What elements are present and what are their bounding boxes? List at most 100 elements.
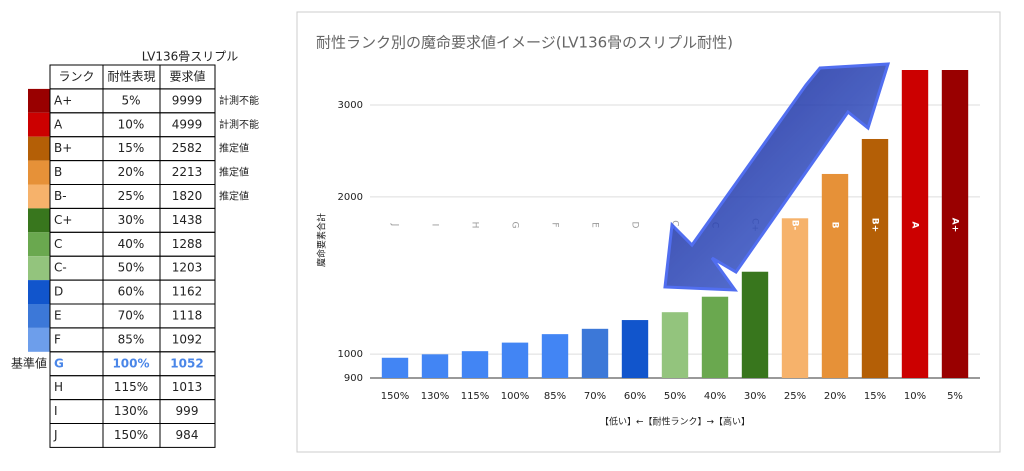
bar bbox=[381, 357, 409, 378]
bar bbox=[421, 354, 449, 378]
x-tick-label: 60% bbox=[624, 391, 646, 402]
bar bbox=[461, 351, 489, 378]
rank-label: I bbox=[430, 224, 440, 227]
resistance: 20% bbox=[118, 165, 145, 179]
rank-label: G bbox=[510, 222, 520, 229]
rank: G bbox=[54, 356, 64, 370]
resistance: 70% bbox=[118, 308, 145, 322]
header-text: 耐性表現 bbox=[107, 69, 155, 83]
rank: C+ bbox=[54, 213, 72, 227]
rank: J bbox=[53, 428, 58, 442]
bar bbox=[501, 342, 529, 378]
rank-label: A bbox=[910, 222, 920, 229]
x-tick-label: 100% bbox=[501, 391, 530, 402]
x-tick-label: 85% bbox=[544, 391, 566, 402]
required-value: 1820 bbox=[172, 189, 203, 203]
required-value: 1288 bbox=[172, 237, 203, 251]
rank: B+ bbox=[54, 141, 72, 155]
note: 推定値 bbox=[219, 142, 249, 155]
y-axis-label: 魔命要素合計 bbox=[316, 213, 328, 267]
x-axis-label: 【低い】←【耐性ランク】→【高い】 bbox=[600, 416, 750, 428]
required-value: 1013 bbox=[172, 380, 203, 394]
y-tick-label: 2000 bbox=[338, 192, 363, 203]
rank: E bbox=[54, 308, 62, 322]
note: 計測不能 bbox=[219, 118, 259, 131]
y-tick-label: 900 bbox=[344, 373, 363, 384]
rank-label: F bbox=[550, 222, 560, 227]
rank: C bbox=[54, 237, 62, 251]
table-title: LV136骨スリプル bbox=[142, 50, 238, 64]
note: 計測不能 bbox=[219, 94, 259, 107]
resistance: 25% bbox=[118, 189, 145, 203]
rank: A+ bbox=[54, 93, 72, 107]
x-tick-label: 115% bbox=[461, 391, 490, 402]
required-value: 1052 bbox=[170, 356, 203, 370]
x-tick-label: 150% bbox=[381, 391, 410, 402]
resistance: 130% bbox=[114, 404, 148, 418]
bar bbox=[941, 70, 969, 378]
resistance: 60% bbox=[118, 285, 145, 299]
rank: C- bbox=[54, 261, 67, 275]
required-value: 1118 bbox=[172, 308, 203, 322]
cell bbox=[49, 423, 104, 448]
rank-swatch bbox=[28, 208, 50, 233]
header-text: 要求値 bbox=[169, 68, 205, 83]
x-tick-label: 10% bbox=[904, 391, 926, 402]
bar bbox=[861, 138, 889, 378]
required-value: 4999 bbox=[172, 117, 203, 131]
resistance: 10% bbox=[118, 117, 145, 131]
bar bbox=[661, 312, 689, 378]
rank-swatch bbox=[28, 112, 50, 137]
x-tick-label: 30% bbox=[744, 391, 766, 402]
rank-swatch bbox=[28, 304, 50, 328]
y-tick-label: 3000 bbox=[338, 100, 363, 111]
rank-swatch bbox=[28, 184, 50, 209]
rank-swatch bbox=[28, 136, 50, 161]
resistance: 115% bbox=[114, 380, 148, 394]
x-tick-label: 130% bbox=[421, 391, 450, 402]
rank-label: B+ bbox=[870, 218, 880, 232]
bar bbox=[821, 173, 849, 378]
cell bbox=[159, 423, 216, 448]
rank-swatch bbox=[28, 232, 50, 257]
rank: B bbox=[54, 165, 62, 179]
required-value: 1162 bbox=[172, 285, 203, 299]
resistance: 100% bbox=[112, 356, 149, 370]
rank-label: B- bbox=[790, 220, 800, 231]
resistance: 50% bbox=[118, 261, 145, 275]
bar bbox=[541, 334, 569, 378]
required-value: 1438 bbox=[172, 213, 203, 227]
rank-swatch bbox=[28, 280, 50, 304]
rank: I bbox=[54, 404, 58, 418]
resistance: 30% bbox=[118, 213, 145, 227]
required-value: 999 bbox=[176, 404, 199, 418]
rank-label: A+ bbox=[950, 218, 960, 233]
resistance: 85% bbox=[118, 332, 145, 346]
bar bbox=[581, 328, 609, 378]
required-value: 984 bbox=[176, 428, 199, 442]
reference-marker: 基準値 bbox=[11, 355, 47, 370]
rank-label: E bbox=[590, 222, 600, 228]
resistance: 15% bbox=[118, 141, 145, 155]
x-tick-label: 70% bbox=[584, 391, 606, 402]
required-value: 1203 bbox=[172, 261, 203, 275]
rank-label: H bbox=[470, 222, 480, 229]
bar bbox=[901, 70, 929, 378]
x-tick-label: 15% bbox=[864, 391, 886, 402]
x-tick-label: 40% bbox=[704, 391, 726, 402]
x-tick-label: 5% bbox=[947, 391, 963, 402]
cell bbox=[49, 399, 104, 425]
x-tick-label: 50% bbox=[664, 391, 686, 402]
arrow bbox=[663, 62, 891, 292]
rank-label: J bbox=[390, 223, 400, 227]
required-value: 1092 bbox=[172, 332, 203, 346]
rank-swatch bbox=[28, 160, 50, 185]
rank-swatch bbox=[28, 256, 50, 281]
rank: B- bbox=[54, 189, 67, 203]
x-tick-label: 25% bbox=[784, 391, 806, 402]
chart-panel bbox=[296, 11, 1001, 453]
bar bbox=[621, 320, 649, 378]
rank-swatch bbox=[28, 327, 50, 352]
rank: D bbox=[54, 285, 63, 299]
